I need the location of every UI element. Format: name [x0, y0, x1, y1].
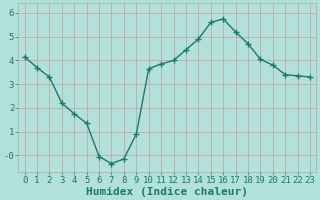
X-axis label: Humidex (Indice chaleur): Humidex (Indice chaleur)	[86, 186, 248, 197]
